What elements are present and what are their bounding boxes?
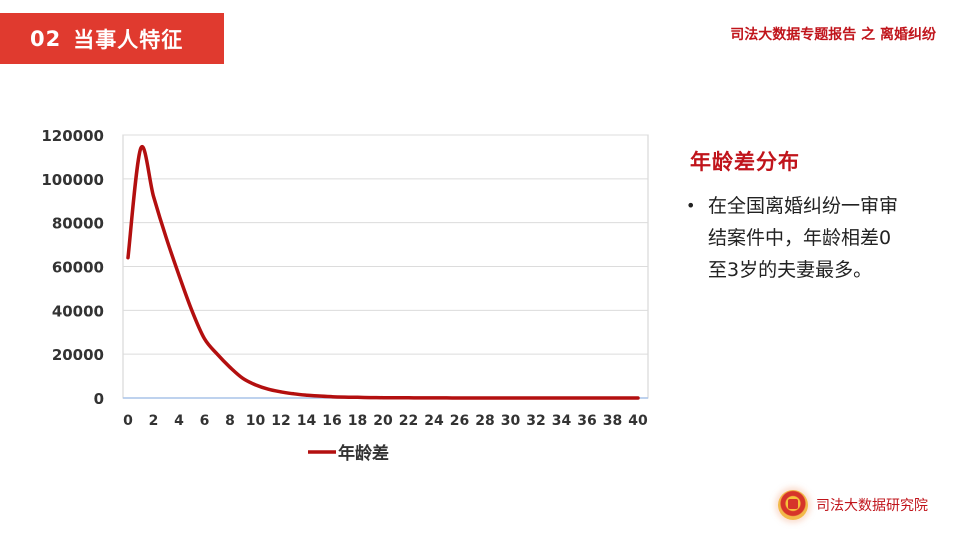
panel-title: 年龄差分布 — [690, 150, 800, 174]
x-tick-label: 38 — [603, 413, 622, 429]
x-tick-label: 36 — [577, 413, 596, 429]
x-tick-label: 10 — [246, 413, 266, 429]
report-title: 司法大数据专题报告 之 离婚纠纷 — [730, 27, 936, 43]
y-tick-label: 40000 — [52, 302, 104, 320]
x-tick-label: 6 — [200, 413, 210, 429]
y-tick-label: 120000 — [41, 127, 104, 145]
bullet-dot-icon: • — [686, 196, 696, 215]
x-tick-label: 8 — [225, 413, 235, 429]
x-tick-label: 14 — [297, 413, 317, 429]
x-tick-label: 0 — [123, 413, 133, 429]
bullet-text: 在全国离婚纠纷一审审结案件中，年龄相差0至3岁的夫妻最多。 — [708, 195, 899, 281]
y-tick-label: 60000 — [52, 259, 104, 277]
footer: 司法大数据研究院 — [778, 490, 928, 520]
x-tick-label: 2 — [149, 413, 159, 429]
x-tick-label: 24 — [424, 413, 444, 429]
x-tick-label: 40 — [628, 413, 648, 429]
legend-label: 年龄差 — [338, 443, 389, 464]
series-line — [126, 144, 640, 400]
x-tick-label: 18 — [348, 413, 367, 429]
footer-org-name: 司法大数据研究院 — [816, 498, 928, 514]
section-number: 02 — [30, 26, 62, 51]
x-tick-label: 22 — [399, 413, 418, 429]
bullet-item: • 在全国离婚纠纷一审审结案件中，年龄相差0至3岁的夫妻最多。 — [686, 190, 904, 286]
y-tick-label: 0 — [94, 390, 104, 408]
x-tick-label: 34 — [552, 413, 572, 429]
y-tick-label: 80000 — [52, 215, 104, 233]
court-emblem-icon — [778, 490, 808, 520]
y-tick-label: 100000 — [41, 171, 104, 189]
x-tick-label: 30 — [501, 413, 521, 429]
x-tick-label: 20 — [373, 413, 393, 429]
section-title: 当事人特征 — [73, 27, 184, 52]
section-tab: 02 当事人特征 — [0, 13, 224, 64]
x-tick-label: 16 — [322, 413, 341, 429]
y-tick-label: 20000 — [52, 346, 104, 364]
x-tick-label: 32 — [526, 413, 545, 429]
x-tick-label: 28 — [475, 413, 494, 429]
x-tick-label: 26 — [450, 413, 469, 429]
x-tick-label: 12 — [271, 413, 290, 429]
x-tick-label: 4 — [174, 413, 184, 429]
